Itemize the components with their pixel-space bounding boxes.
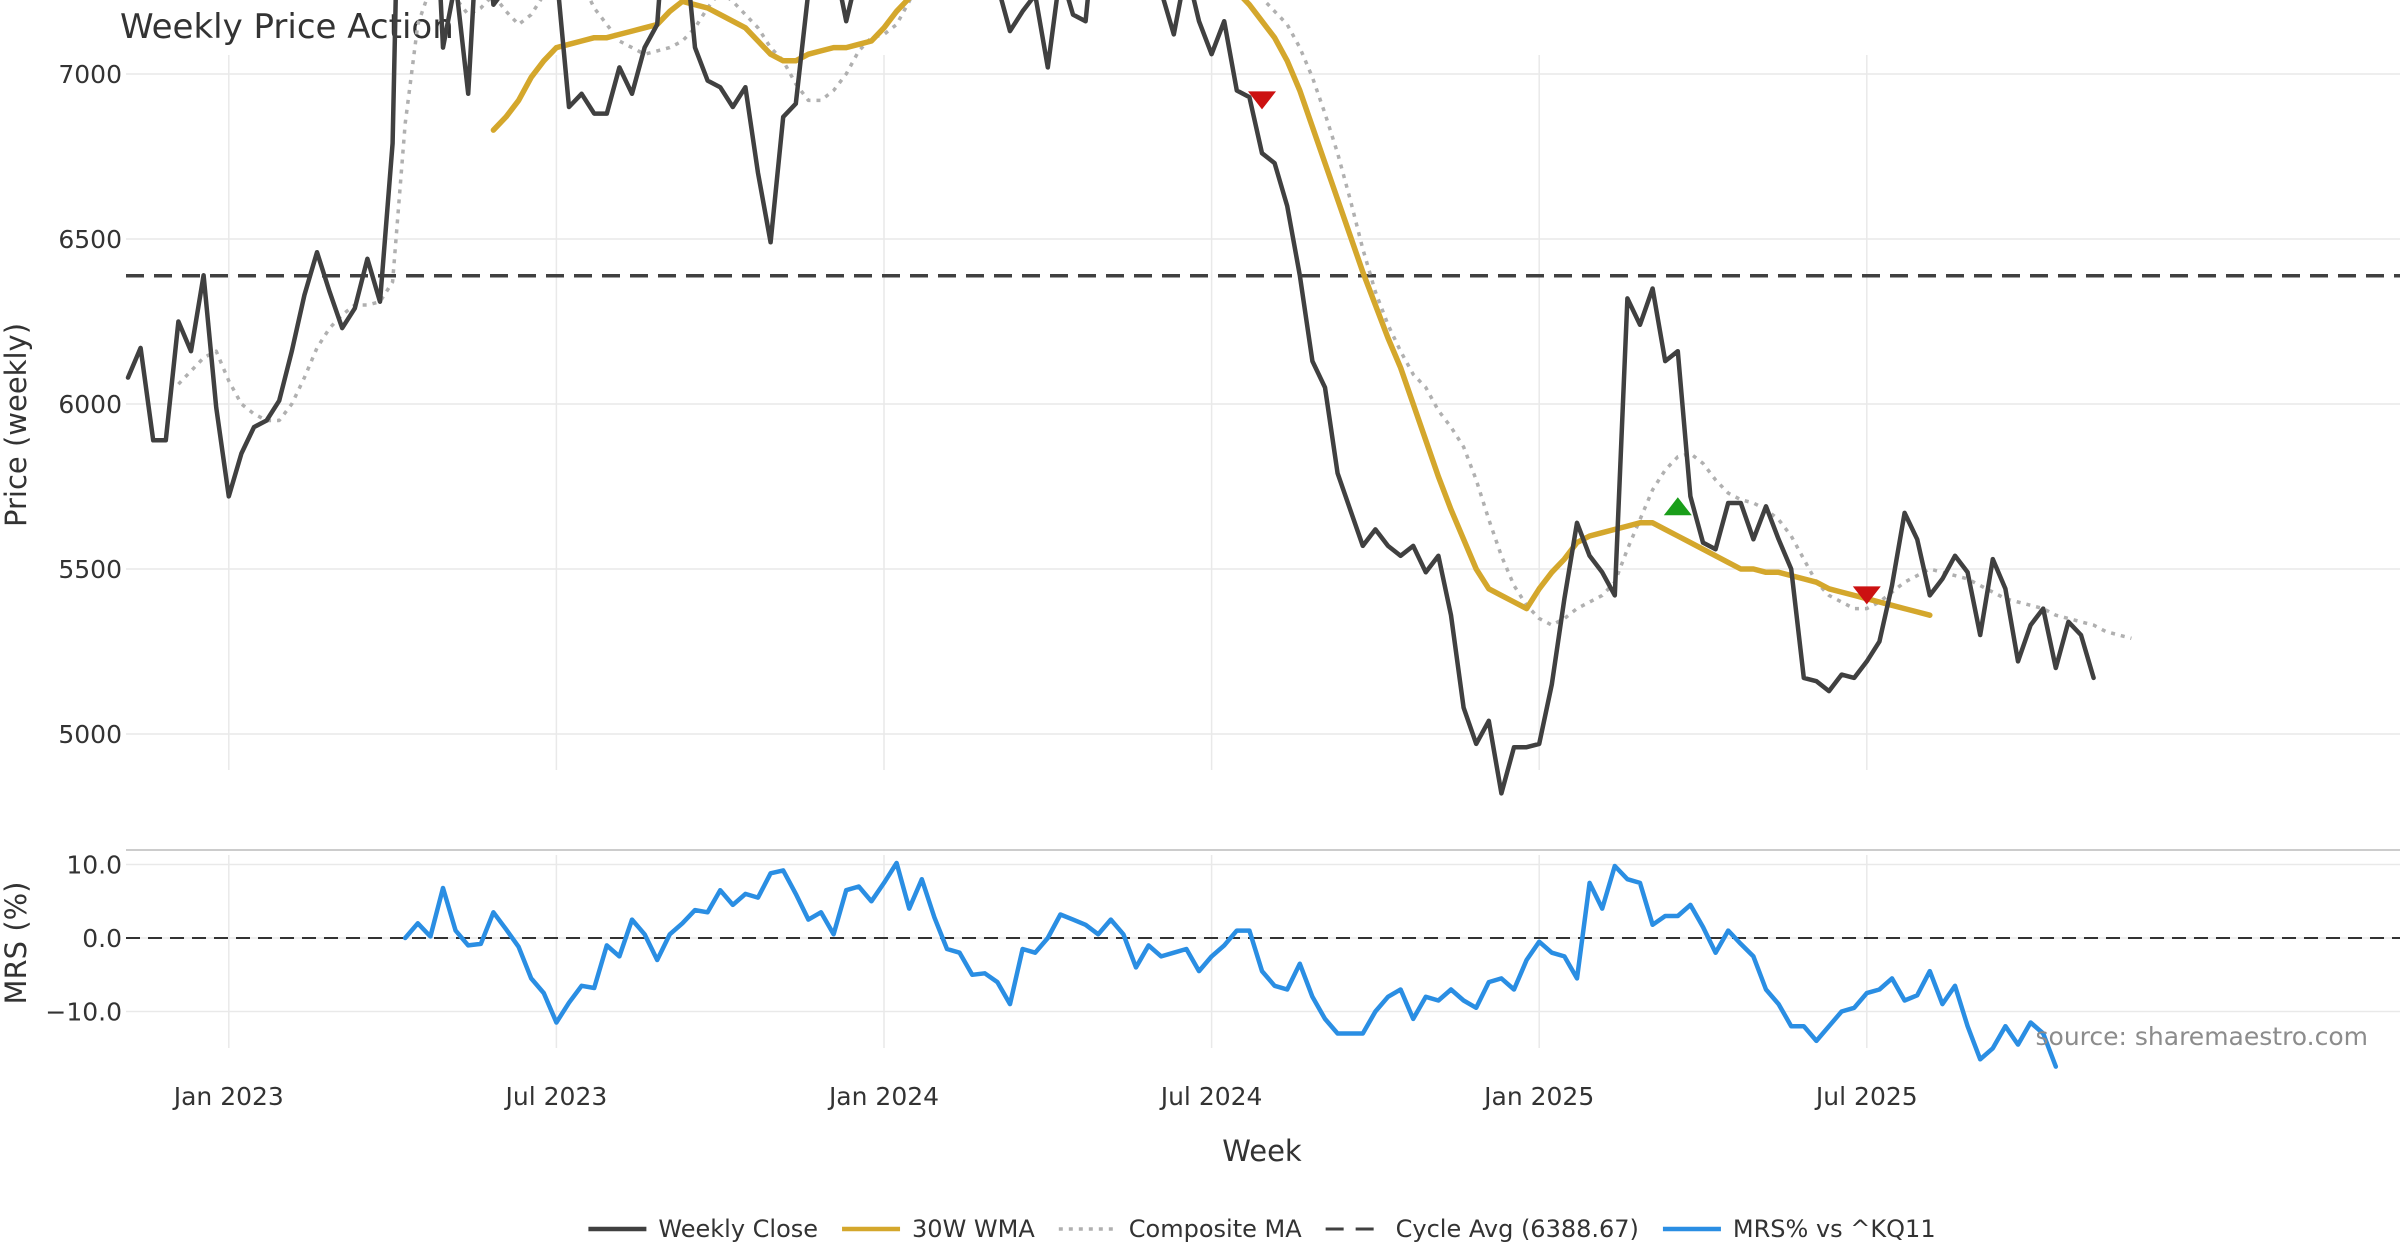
legend-item: Weekly Close [588, 1215, 818, 1243]
legend-label: Composite MA [1129, 1215, 1302, 1243]
mrs-y-tick-label: 0.0 [82, 924, 122, 953]
legend-item: 30W WMA [842, 1215, 1035, 1243]
price-y-axis-title: Price (weekly) [0, 323, 33, 527]
legend-label: 30W WMA [912, 1215, 1035, 1243]
mrs-gridlines [126, 855, 2400, 1048]
price-series-group [125, 0, 2400, 796]
source-text: source: sharemaestro.com [2036, 1022, 2369, 1051]
x-axis-ticks: Jan 2023 Jul 2023 Jan 2024 Jul 2024 Jan 2025… [172, 1082, 1918, 1111]
legend-label: Weekly Close [658, 1215, 818, 1243]
mrs-y-tick-label: −10.0 [45, 998, 122, 1027]
price-y-tick-label: 7000 [58, 60, 122, 89]
chart-title: Weekly Price Action [120, 7, 454, 47]
signal-markers [1248, 91, 1881, 605]
x-tick-label: Jul 2024 [1159, 1082, 1263, 1111]
mrs-y-axis-title: MRS (%) [0, 882, 33, 1005]
x-tick-label: Jul 2023 [504, 1082, 608, 1111]
mrs-y-ticks: 10.0 0.0 −10.0 [45, 851, 122, 1027]
sell-signal-marker [1248, 91, 1276, 110]
mrs-y-tick-label: 10.0 [66, 851, 122, 880]
legend-label: MRS% vs ^KQ11 [1733, 1215, 1936, 1243]
series-weekly-close [125, 0, 2096, 796]
price-y-tick-label: 6500 [58, 225, 122, 254]
price-y-ticks: 50005500600065007000750080008500 [58, 60, 122, 749]
x-tick-label: Jan 2024 [827, 1082, 939, 1111]
price-gridlines [126, 55, 2400, 770]
legend-item: MRS% vs ^KQ11 [1662, 1215, 1936, 1243]
legend-label: Cycle Avg (6388.67) [1396, 1215, 1639, 1243]
legend: Weekly Close 30W WMA Composite MA Cycle Avg… [588, 1215, 1936, 1243]
series-30w-wma [490, 0, 1933, 618]
price-y-tick-label: 5500 [58, 555, 122, 584]
x-tick-label: Jul 2025 [1814, 1082, 1918, 1111]
price-y-tick-label: 5000 [58, 720, 122, 749]
sell-signal-marker [1852, 586, 1881, 605]
series-composite-ma [177, 0, 2132, 640]
series-mrs [402, 860, 2059, 1069]
buy-signal-marker [1663, 497, 1692, 516]
x-tick-label: Jan 2025 [1482, 1082, 1594, 1111]
legend-item: Composite MA [1058, 1215, 1302, 1243]
mrs-series-group [126, 860, 2400, 1069]
x-tick-label: Jan 2023 [172, 1082, 284, 1111]
x-axis-title: Week [1222, 1134, 1302, 1168]
price-y-tick-label: 6000 [58, 390, 122, 419]
legend-item: Cycle Avg (6388.67) [1325, 1215, 1639, 1243]
